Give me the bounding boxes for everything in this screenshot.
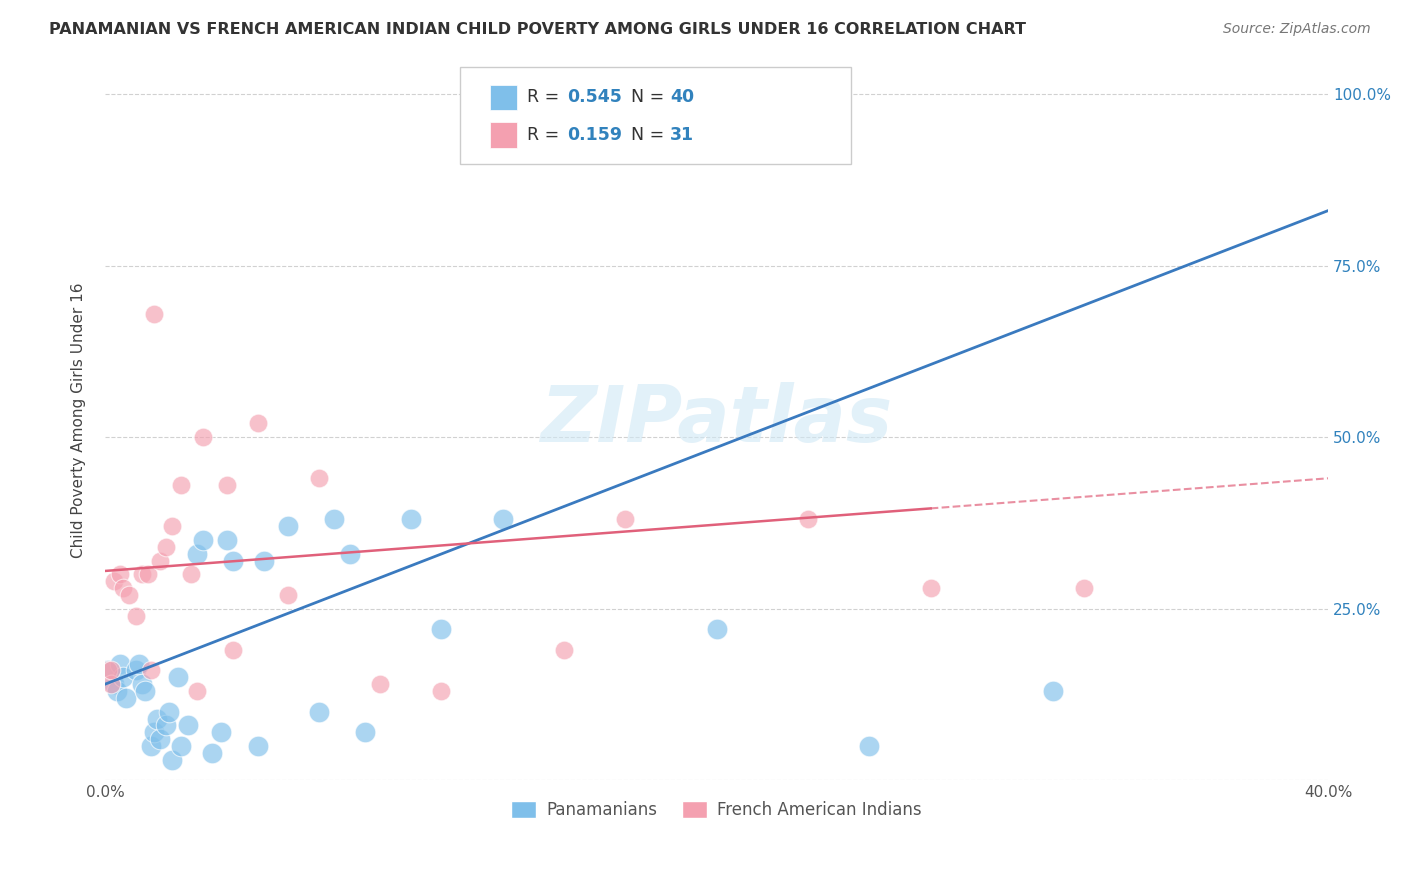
Point: [217, 478, 239, 492]
Point: [103, 574, 125, 589]
Text: ZIPatlas: ZIPatlas: [540, 382, 893, 458]
Point: [131, 677, 153, 691]
Point: [1042, 684, 1064, 698]
FancyBboxPatch shape: [460, 67, 851, 164]
Point: [323, 512, 346, 526]
Point: [110, 567, 132, 582]
Text: 40: 40: [671, 88, 695, 106]
Point: [553, 643, 575, 657]
Point: [162, 519, 184, 533]
Point: [105, 684, 128, 698]
Point: [139, 664, 162, 678]
Point: [128, 657, 150, 671]
Point: [430, 684, 453, 698]
Point: [339, 547, 361, 561]
Point: [146, 712, 169, 726]
Point: [217, 533, 239, 547]
Point: [131, 567, 153, 582]
Point: [399, 512, 422, 526]
Point: [115, 690, 138, 705]
Point: [118, 588, 141, 602]
Point: [920, 581, 942, 595]
Text: 0.159: 0.159: [568, 127, 623, 145]
Point: [568, 142, 591, 156]
Point: [491, 512, 513, 526]
Bar: [491, 85, 517, 110]
Point: [246, 417, 269, 431]
Y-axis label: Child Poverty Among Girls Under 16: Child Poverty Among Girls Under 16: [72, 282, 86, 558]
Legend: Panamanians, French American Indians: Panamanians, French American Indians: [505, 795, 928, 826]
Point: [97, 664, 120, 678]
Point: [706, 622, 728, 636]
Point: [308, 471, 330, 485]
Point: [170, 739, 193, 753]
Point: [222, 643, 245, 657]
Point: [142, 725, 165, 739]
Point: [134, 684, 156, 698]
Point: [103, 677, 125, 691]
Point: [253, 554, 276, 568]
Point: [201, 746, 224, 760]
Point: [277, 519, 299, 533]
Point: [124, 664, 146, 678]
Text: N =: N =: [631, 127, 669, 145]
Text: 31: 31: [671, 127, 695, 145]
Text: N =: N =: [631, 88, 669, 106]
Text: 0.545: 0.545: [568, 88, 623, 106]
Point: [136, 567, 159, 582]
Point: [354, 725, 377, 739]
Text: R =: R =: [527, 88, 565, 106]
Point: [112, 670, 135, 684]
Point: [797, 512, 820, 526]
Text: Source: ZipAtlas.com: Source: ZipAtlas.com: [1223, 22, 1371, 37]
Point: [209, 725, 232, 739]
Point: [155, 540, 177, 554]
Point: [858, 739, 880, 753]
Point: [149, 732, 172, 747]
Text: R =: R =: [527, 127, 565, 145]
Point: [277, 588, 299, 602]
Point: [142, 307, 165, 321]
Point: [1073, 581, 1095, 595]
Point: [176, 718, 198, 732]
Point: [167, 670, 190, 684]
Point: [139, 739, 162, 753]
Point: [100, 677, 122, 691]
Point: [157, 705, 180, 719]
Point: [162, 753, 184, 767]
Point: [368, 677, 391, 691]
Point: [149, 554, 172, 568]
Text: PANAMANIAN VS FRENCH AMERICAN INDIAN CHILD POVERTY AMONG GIRLS UNDER 16 CORRELAT: PANAMANIAN VS FRENCH AMERICAN INDIAN CHI…: [49, 22, 1026, 37]
Point: [124, 608, 146, 623]
Point: [100, 664, 122, 678]
Bar: [491, 122, 517, 147]
Point: [170, 478, 193, 492]
Point: [186, 684, 208, 698]
Point: [112, 581, 135, 595]
Point: [110, 657, 132, 671]
Point: [180, 567, 202, 582]
Point: [246, 739, 269, 753]
Point: [308, 705, 330, 719]
Point: [191, 430, 214, 444]
Point: [430, 622, 453, 636]
Point: [186, 547, 208, 561]
Point: [155, 718, 177, 732]
Point: [222, 554, 245, 568]
Point: [191, 533, 214, 547]
Point: [613, 512, 636, 526]
Point: [97, 664, 120, 678]
